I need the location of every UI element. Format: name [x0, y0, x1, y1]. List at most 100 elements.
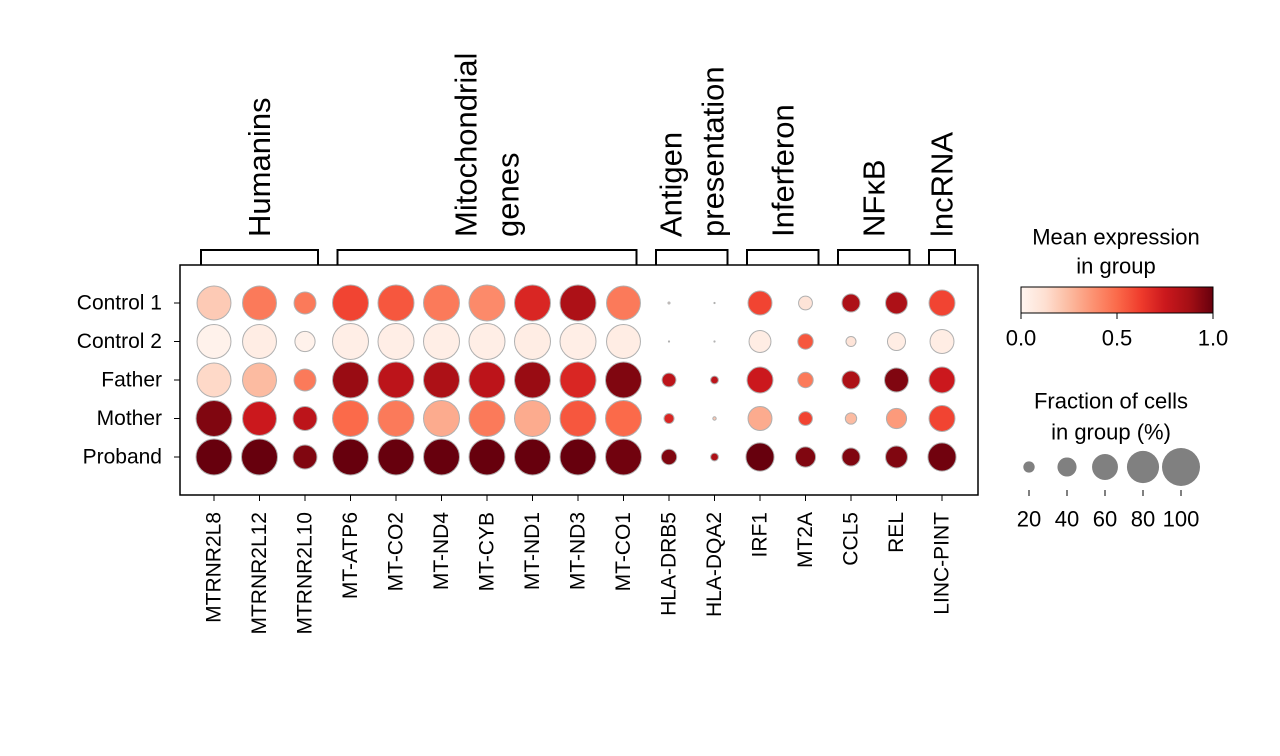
- dot: [886, 331, 907, 352]
- x-tick-label: MT-ND1: [521, 512, 544, 590]
- size-legend-label: 100: [1163, 507, 1200, 532]
- dot: [377, 323, 415, 360]
- size-legend-dot: [1057, 457, 1077, 477]
- dot: [514, 284, 551, 322]
- group-label: genes: [491, 153, 526, 237]
- dot: [605, 438, 642, 476]
- x-tick-label: MT-ATP6: [339, 512, 362, 599]
- size-legend-dot: [1092, 454, 1118, 480]
- dot: [514, 400, 551, 437]
- dot: [885, 445, 908, 469]
- dot: [196, 362, 232, 398]
- dot: [667, 340, 671, 343]
- dot: [468, 361, 506, 399]
- dot: [747, 290, 773, 316]
- size-legend-dot: [1126, 450, 1160, 484]
- x-tick-label: REL: [885, 512, 908, 553]
- x-tick-label: IRF1: [749, 512, 772, 558]
- dot: [841, 293, 861, 313]
- dot: [747, 406, 773, 431]
- dot: [468, 284, 506, 322]
- dot: [606, 285, 641, 321]
- x-tick-label: HLA-DRB5: [658, 512, 681, 616]
- dot: [605, 400, 642, 437]
- dot: [798, 295, 813, 311]
- group-bracket: [336, 249, 638, 265]
- dot: [195, 438, 233, 476]
- dot: [559, 438, 597, 476]
- dot: [514, 323, 551, 360]
- dot: [710, 452, 719, 462]
- dot: [514, 361, 551, 399]
- x-tick-label: MTRNR2L10: [294, 512, 317, 635]
- dot: [377, 438, 415, 476]
- dot: [745, 442, 775, 472]
- dot: [332, 438, 369, 476]
- size-legend-dot: [1162, 448, 1200, 486]
- x-tick-label: HLA-DQA2: [703, 512, 726, 617]
- dot: [885, 291, 908, 315]
- dot: [844, 412, 858, 425]
- size-legend-label: 20: [1017, 507, 1041, 532]
- dot: [748, 330, 772, 353]
- dot: [423, 400, 460, 437]
- dot: [196, 285, 232, 321]
- dot: [423, 438, 460, 476]
- dot: [241, 438, 278, 476]
- dot: [798, 411, 813, 426]
- group-label: Inferferon: [765, 104, 800, 237]
- size-legend-dot: [1023, 461, 1035, 473]
- dot: [468, 323, 506, 360]
- dot: [292, 444, 318, 470]
- dot: [423, 323, 460, 360]
- size-legend-title: in group (%): [1051, 420, 1171, 445]
- dot: [423, 284, 460, 322]
- group-bracket: [837, 249, 911, 265]
- color-legend-title: Mean expression: [1032, 225, 1200, 250]
- dot: [423, 361, 460, 399]
- dot: [663, 412, 675, 425]
- x-tick-label: MT-ND4: [430, 512, 453, 590]
- dot: [514, 438, 551, 476]
- x-tick-label: MT-ND3: [567, 512, 590, 590]
- group-bracket: [655, 249, 729, 265]
- size-legend-label: 80: [1131, 507, 1155, 532]
- size-legend-label: 60: [1093, 507, 1117, 532]
- y-tick-label: Father: [101, 369, 162, 392]
- dot: [242, 401, 277, 436]
- group-label: lncRNA: [925, 132, 960, 237]
- color-legend-title: in group: [1076, 254, 1156, 279]
- x-tick-label: MT-CO1: [612, 512, 635, 591]
- dot: [195, 400, 233, 437]
- group-bracket: [746, 249, 820, 265]
- dot: [845, 335, 857, 348]
- y-tick-label: Proband: [83, 446, 162, 469]
- dot: [797, 371, 814, 389]
- dot: [294, 330, 316, 353]
- dot: [667, 301, 671, 305]
- group-label: Antigen: [653, 132, 688, 237]
- size-legend-title: Fraction of cells: [1034, 389, 1188, 414]
- dot: [242, 324, 277, 359]
- dot: [292, 406, 318, 431]
- dot: [928, 405, 956, 432]
- size-legend-label: 40: [1055, 507, 1079, 532]
- group-label: presentation: [695, 66, 730, 237]
- dot: [797, 333, 814, 350]
- colorbar-tick-label: 0.0: [1006, 326, 1037, 351]
- dot: [559, 361, 597, 399]
- dot: [710, 375, 719, 385]
- dot: [332, 284, 369, 322]
- x-tick-label: MT-CO2: [385, 512, 408, 591]
- dot: [712, 416, 717, 421]
- dot: [242, 285, 277, 321]
- colorbar: [1020, 286, 1214, 314]
- dot: [468, 438, 506, 476]
- dot: [468, 400, 506, 437]
- dot: [928, 366, 956, 394]
- dot: [927, 442, 957, 472]
- dot: [559, 400, 597, 437]
- dot: [377, 361, 415, 399]
- group-label: Mitochondrial: [449, 53, 484, 237]
- dot: [794, 446, 817, 468]
